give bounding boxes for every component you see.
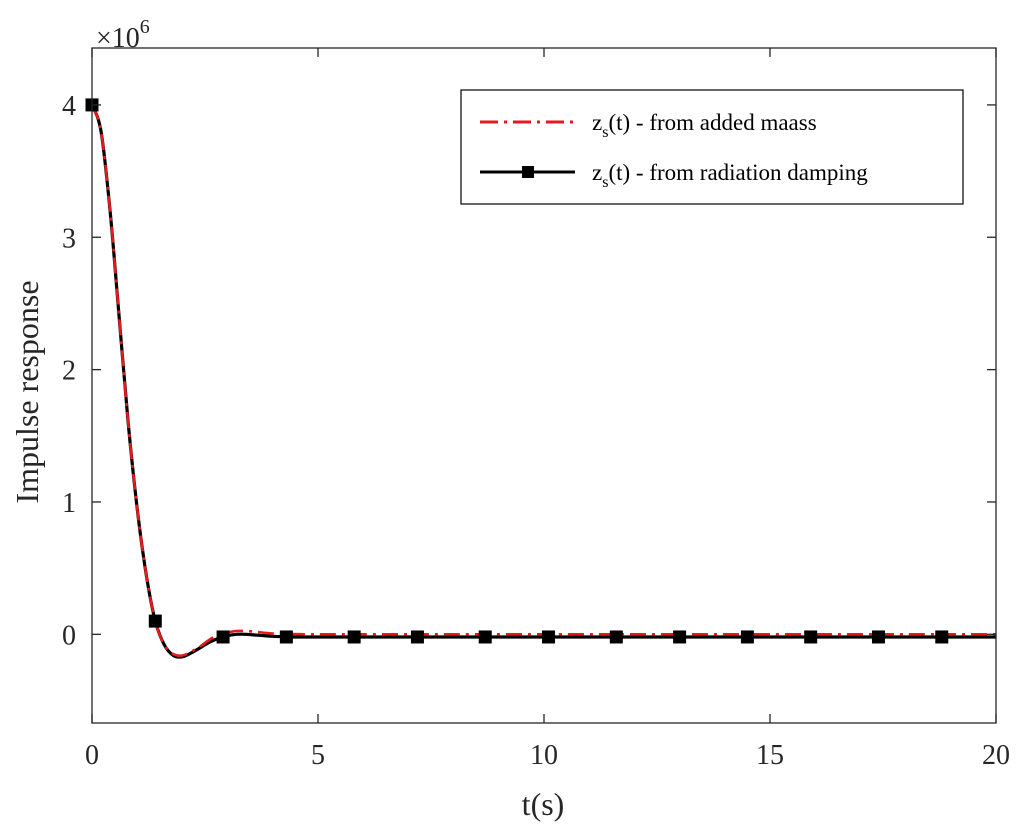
legend-label-radiation-damping: zs(t) - from radiation damping — [592, 160, 868, 191]
y-tick-label: 3 — [62, 223, 76, 254]
legend-box — [460, 89, 964, 205]
y-multiplier-exponent: 6 — [140, 16, 150, 38]
legend-marker-radiation-damping — [522, 166, 534, 178]
y-axis-multiplier: ×106 — [96, 16, 150, 54]
y-tick-label: 2 — [62, 356, 76, 387]
x-tick-label: 10 — [530, 740, 558, 771]
y-multiplier-base: ×10 — [96, 23, 140, 54]
series-1-marker — [740, 630, 754, 644]
series-1-marker — [216, 630, 230, 644]
x-tick-label: 0 — [85, 740, 99, 771]
plot-lines — [90, 104, 996, 659]
y-tick-label: 1 — [62, 488, 76, 519]
x-tick-label: 20 — [982, 740, 1010, 771]
series-1-marker — [542, 630, 556, 644]
y-tick-label: 4 — [62, 91, 76, 122]
legend-label-added-mass: zs(t) - from added maass — [592, 110, 817, 141]
series-1-marker — [804, 630, 818, 644]
y-ticks: 0 1 2 3 4 — [62, 91, 996, 651]
y-tick-label: 0 — [62, 620, 76, 651]
legend: zs(t) - from added maass zs(t) - from ra… — [460, 89, 964, 205]
series-line-0 — [90, 104, 996, 658]
x-tick-label: 5 — [311, 740, 325, 771]
series-1-marker — [410, 630, 424, 644]
series-1-marker — [935, 630, 949, 644]
x-axis-label: t(s) — [522, 786, 565, 822]
series-1-marker — [347, 630, 361, 644]
series-line-1 — [90, 104, 996, 659]
series-1-marker — [609, 630, 623, 644]
x-tick-label: 15 — [756, 740, 784, 771]
x-ticks: 0 5 10 15 20 — [85, 48, 1010, 771]
series-1-marker — [871, 630, 885, 644]
y-axis-label: Impulse response — [9, 280, 45, 503]
plot-markers — [85, 98, 949, 644]
series-1-marker — [279, 630, 293, 644]
series-1-marker — [148, 614, 162, 628]
series-1-marker — [478, 630, 492, 644]
series-1-marker — [673, 630, 687, 644]
